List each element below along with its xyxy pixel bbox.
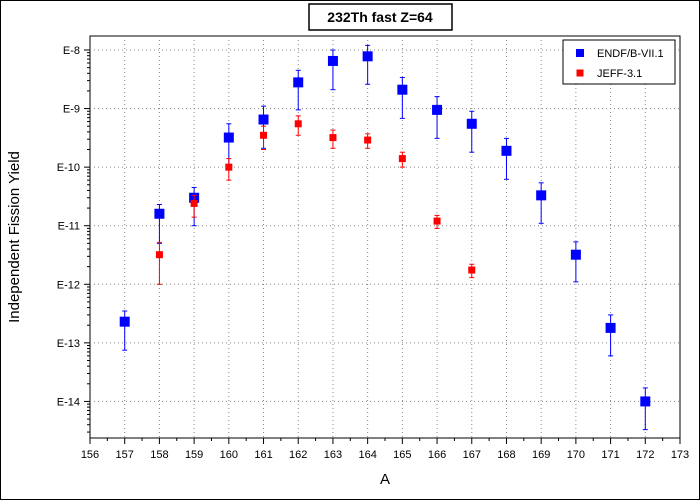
x-tick-label: 169 [532, 449, 550, 461]
x-tick-label: 170 [567, 449, 585, 461]
y-tick-label: E-8 [63, 45, 80, 57]
data-point [432, 104, 443, 115]
data-point [398, 155, 406, 163]
data-point [468, 266, 476, 274]
data-point [258, 114, 269, 125]
chart-title: 232Th fast Z=64 [327, 9, 433, 25]
data-point [433, 217, 441, 225]
x-axis-title: A [380, 471, 390, 488]
x-axis: 156 157 158 159 160 161 162 163 164 165 166 167 168 1… [81, 438, 689, 461]
data-point [329, 134, 337, 142]
x-tick-label: 166 [428, 449, 446, 461]
data-point [397, 84, 408, 95]
legend-label: ENDF/B-VII.1 [597, 48, 664, 60]
series-jeff [155, 115, 476, 285]
data-point [260, 131, 268, 139]
data-point [570, 249, 581, 260]
x-tick-label: 164 [358, 449, 376, 461]
data-point [501, 145, 512, 156]
legend-label: JEFF-3.1 [597, 68, 642, 80]
x-tick-label: 172 [636, 449, 654, 461]
data-point [119, 316, 130, 327]
data-point [466, 118, 477, 129]
chart-title-box: 232Th fast Z=64 [308, 3, 453, 31]
y-tick-label: E-9 [63, 104, 80, 116]
data-point [190, 199, 198, 207]
x-tick-label: 161 [254, 449, 272, 461]
y-tick-label: E-11 [58, 221, 80, 233]
x-tick-label: 163 [324, 449, 342, 461]
x-tick-label: 171 [601, 449, 619, 461]
y-tick-label: E-13 [57, 338, 80, 350]
x-tick-label: 156 [81, 449, 99, 461]
plot-area [89, 35, 681, 439]
data-point [362, 51, 373, 62]
data-point [225, 163, 233, 171]
data-point [640, 396, 651, 407]
data-point [294, 120, 302, 128]
x-tick-label: 165 [393, 449, 411, 461]
x-tick-label: 167 [463, 449, 481, 461]
legend-marker [576, 69, 584, 77]
x-tick-label: 157 [116, 449, 134, 461]
x-tick-label: 158 [150, 449, 168, 461]
data-point [364, 136, 372, 144]
y-axis-title: Independent Fission Yield [6, 151, 23, 323]
x-tick-label: 160 [220, 449, 238, 461]
data-point [536, 190, 547, 201]
y-axis: E-8 E-9 E-10 E-11 E-12 E-13 E-14 [57, 45, 90, 433]
x-tick-label: 162 [289, 449, 307, 461]
data-point [155, 251, 163, 259]
x-tick-label: 173 [671, 449, 689, 461]
data-point [293, 77, 304, 88]
series-endf [119, 44, 651, 431]
y-tick-label: E-14 [57, 396, 80, 408]
data-point [605, 322, 616, 333]
series-layer [119, 44, 651, 431]
legend-marker [576, 49, 584, 57]
legend: ENDF/B-VII.1 JEFF-3.1 [562, 39, 676, 85]
y-tick-label: E-10 [57, 162, 80, 174]
y-tick-label: E-12 [57, 279, 80, 291]
data-point [327, 55, 338, 66]
data-point [154, 208, 165, 219]
x-tick-label: 159 [185, 449, 203, 461]
data-point [223, 132, 234, 143]
legend-box [562, 39, 676, 85]
x-tick-label: 168 [497, 449, 515, 461]
